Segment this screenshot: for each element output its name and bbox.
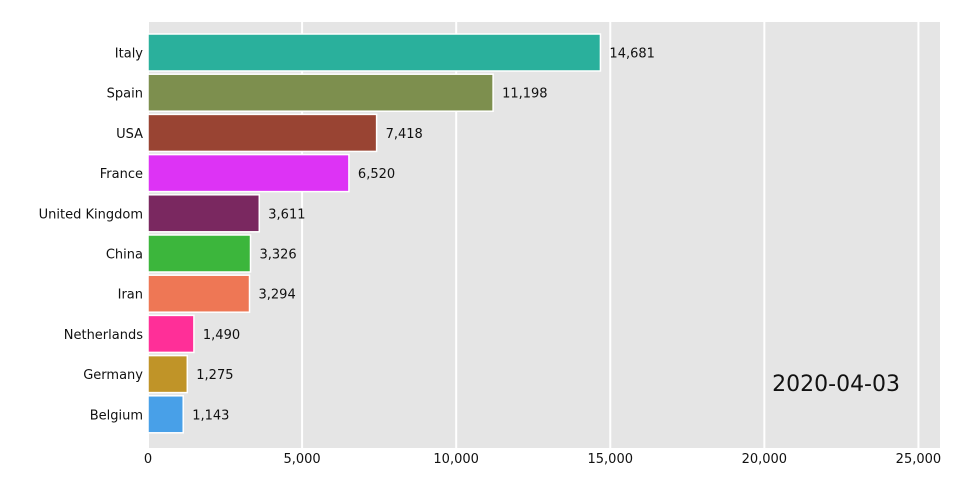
bars [147, 33, 602, 434]
category-label: China [106, 248, 143, 263]
x-tick-label: 15,000 [588, 452, 634, 467]
value-labels: 14,681 11,198 7,418 6,520 3,611 3,326 3,294 1,4… [192, 47, 655, 424]
x-tick-label: 5,000 [283, 452, 320, 467]
bar-iran [147, 274, 251, 313]
value-label: 1,143 [192, 408, 229, 423]
category-label: Netherlands [64, 328, 143, 343]
value-label: 6,520 [358, 167, 395, 182]
bar-spain [147, 73, 494, 112]
value-label: 3,611 [268, 207, 305, 222]
bar-belgium [147, 395, 184, 434]
category-label: USA [116, 127, 143, 142]
x-tick-label: 20,000 [742, 452, 788, 467]
value-label: 3,294 [259, 288, 296, 303]
x-tick-label: 10,000 [433, 452, 479, 467]
value-label: 1,275 [196, 368, 233, 383]
category-label: Belgium [90, 408, 143, 423]
bar-netherlands [147, 314, 195, 354]
bar-france [147, 153, 350, 193]
category-label: United Kingdom [39, 207, 143, 222]
x-axis-ticks: 0 5,000 10,000 15,000 20,000 25,000 [144, 452, 941, 467]
category-label: France [100, 167, 143, 182]
value-label: 11,198 [502, 87, 547, 102]
date-label: 2020-04-03 [772, 372, 900, 397]
category-label: Germany [83, 368, 143, 383]
category-labels: Italy Spain USA France United Kingdom China Ir… [39, 47, 144, 424]
category-label: Spain [107, 87, 143, 102]
value-label: 7,418 [386, 127, 423, 142]
value-label: 1,490 [203, 328, 240, 343]
bar-italy [147, 33, 602, 72]
bar-germany [147, 354, 189, 394]
category-label: Italy [115, 47, 144, 62]
category-label: Iran [118, 288, 143, 303]
x-tick-label: 25,000 [896, 452, 942, 467]
bar-usa [147, 113, 378, 153]
x-tick-label: 0 [144, 452, 152, 467]
bar-china [147, 234, 252, 273]
value-label: 3,326 [259, 248, 296, 263]
bar-united-kingdom [147, 194, 261, 233]
value-label: 14,681 [609, 47, 655, 62]
